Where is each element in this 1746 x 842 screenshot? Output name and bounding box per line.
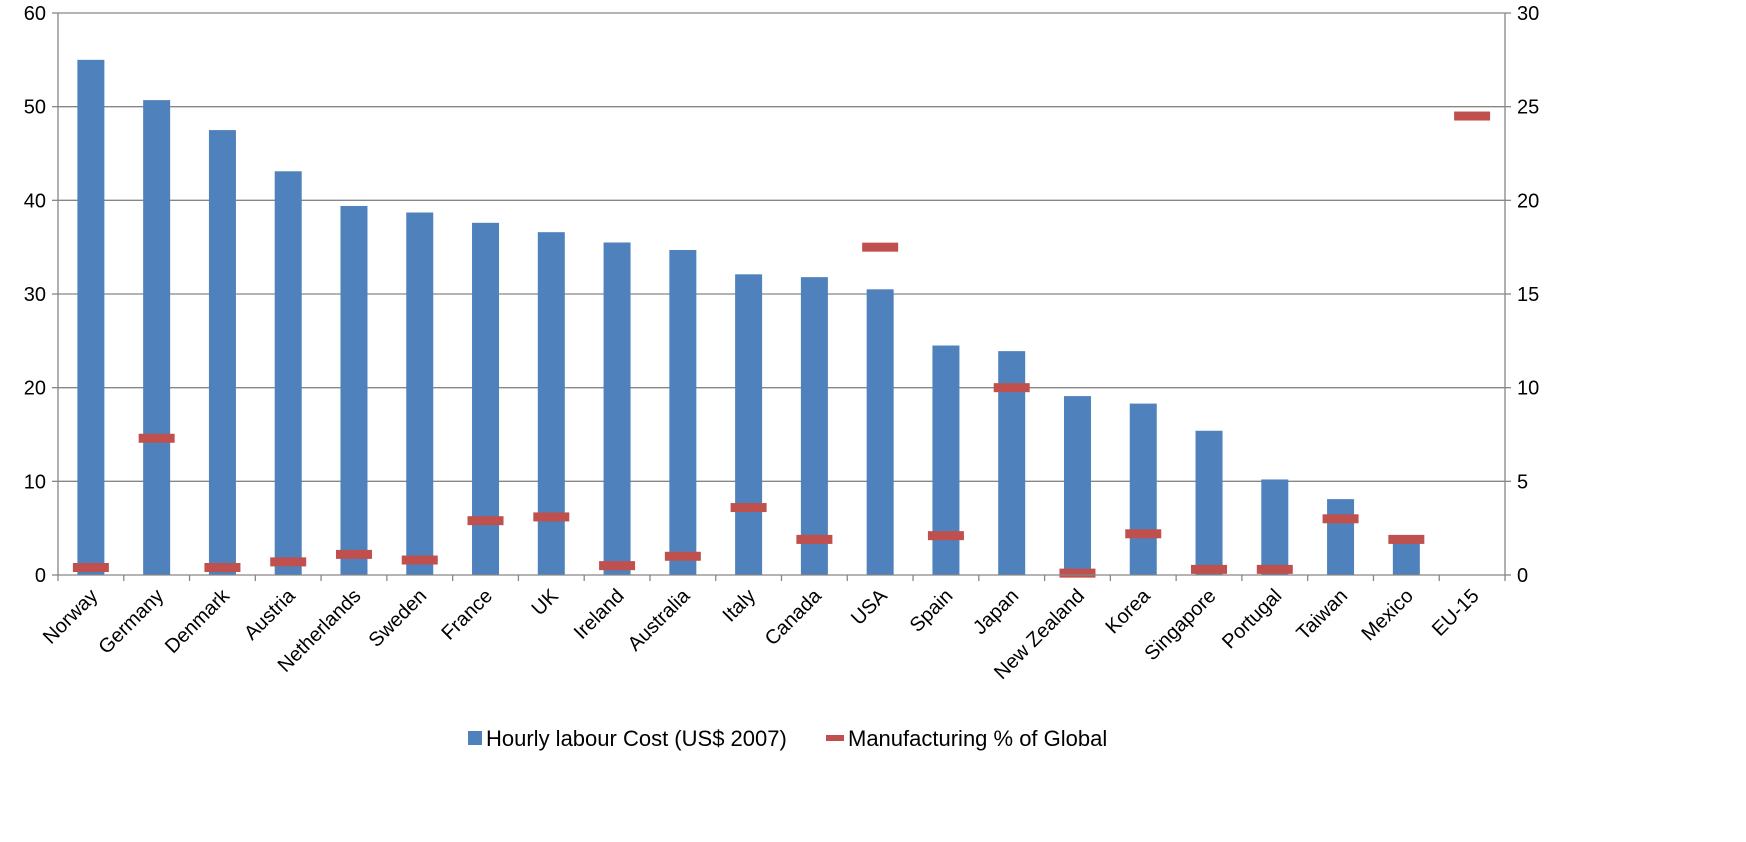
category-label: Taiwan [1293, 585, 1353, 645]
category-label: Denmark [161, 584, 235, 658]
left-tick-label: 0 [35, 565, 46, 587]
legend-swatch-marker [826, 735, 844, 741]
bar-new-zealand [1063, 396, 1091, 575]
right-tick-label: 30 [1517, 3, 1539, 25]
marker-italy [730, 503, 767, 513]
left-tick-label: 30 [24, 284, 46, 306]
bar-singapore [1195, 430, 1223, 575]
right-tick-label: 10 [1517, 378, 1539, 400]
category-label: France [437, 585, 497, 645]
category-label: EU-15 [1428, 585, 1484, 641]
bar-taiwan [1327, 499, 1355, 575]
category-label: USA [847, 585, 892, 630]
bar-spain [932, 345, 960, 575]
category-label: Singapore [1141, 585, 1221, 665]
marker-portugal [1256, 564, 1293, 574]
legend-swatch-bar [468, 731, 482, 745]
bar-norway [77, 59, 105, 576]
bar-austria [274, 171, 302, 575]
right-tick-label: 0 [1517, 565, 1528, 587]
bar-portugal [1261, 479, 1289, 575]
marker-france [467, 516, 504, 526]
category-label: Sweden [365, 585, 432, 652]
category-label: Portugal [1218, 585, 1286, 653]
category-label: Japan [969, 585, 1023, 639]
left-tick-label: 60 [24, 3, 46, 25]
axes [52, 12, 1511, 581]
right-tick-label: 5 [1517, 471, 1528, 493]
left-tick-label: 50 [24, 97, 46, 119]
marker-sweden [401, 555, 438, 565]
category-label: Norway [39, 585, 102, 648]
marker-uk [533, 512, 570, 522]
category-label: UK [528, 585, 564, 621]
marker-austria [270, 557, 307, 567]
category-label: Australia [624, 584, 695, 655]
category-label: Canada [761, 584, 827, 650]
bar-usa [866, 289, 894, 575]
right-tick-label: 20 [1517, 190, 1539, 212]
right-axis-ticks: 0 5 10 15 20 25 30 [1517, 3, 1539, 587]
bar-korea [1129, 403, 1157, 575]
marker-eu-15 [1454, 111, 1491, 121]
left-tick-label: 10 [24, 471, 46, 493]
category-label: Germany [94, 585, 168, 659]
bar-denmark [208, 130, 236, 576]
bar-mexico [1392, 538, 1420, 575]
marker-canada [796, 534, 833, 544]
bar-italy [735, 274, 763, 575]
legend-label-bar: Hourly labour Cost (US$ 2007) [486, 726, 787, 751]
marker-taiwan [1322, 514, 1359, 524]
right-tick-label: 15 [1517, 284, 1539, 306]
marker-singapore [1191, 564, 1228, 574]
marker-australia [664, 551, 701, 561]
marker-japan [993, 383, 1030, 393]
marker-ireland [599, 561, 636, 571]
left-tick-label: 40 [24, 190, 46, 212]
bar-netherlands [340, 205, 368, 575]
bar-sweden [406, 212, 434, 575]
legend: Hourly labour Cost (US$ 2007) Manufactur… [468, 726, 1107, 751]
bar-germany [143, 100, 171, 576]
category-label: Austria [240, 584, 300, 644]
legend-label-marker: Manufacturing % of Global [848, 726, 1107, 751]
marker-spain [927, 531, 964, 541]
bar-series [77, 59, 1420, 576]
category-label: Spain [906, 585, 958, 637]
marker-korea [1125, 529, 1162, 539]
marker-norway [72, 563, 109, 573]
bar-uk [537, 232, 565, 575]
category-label: Mexico [1358, 585, 1418, 645]
bar-canada [800, 277, 828, 575]
left-axis-ticks: 0 10 20 30 40 50 60 [24, 3, 46, 587]
category-label: Italy [719, 585, 760, 626]
bar-ireland [603, 242, 631, 575]
right-tick-label: 25 [1517, 97, 1539, 119]
bar-australia [669, 249, 697, 575]
marker-germany [138, 433, 175, 443]
marker-series [72, 111, 1491, 578]
left-tick-label: 20 [24, 378, 46, 400]
marker-new-zealand [1059, 568, 1096, 578]
marker-denmark [204, 563, 241, 573]
category-label: Ireland [570, 585, 629, 644]
marker-mexico [1388, 534, 1425, 544]
category-label: Korea [1101, 584, 1155, 638]
marker-netherlands [335, 549, 372, 559]
marker-usa [862, 242, 899, 252]
